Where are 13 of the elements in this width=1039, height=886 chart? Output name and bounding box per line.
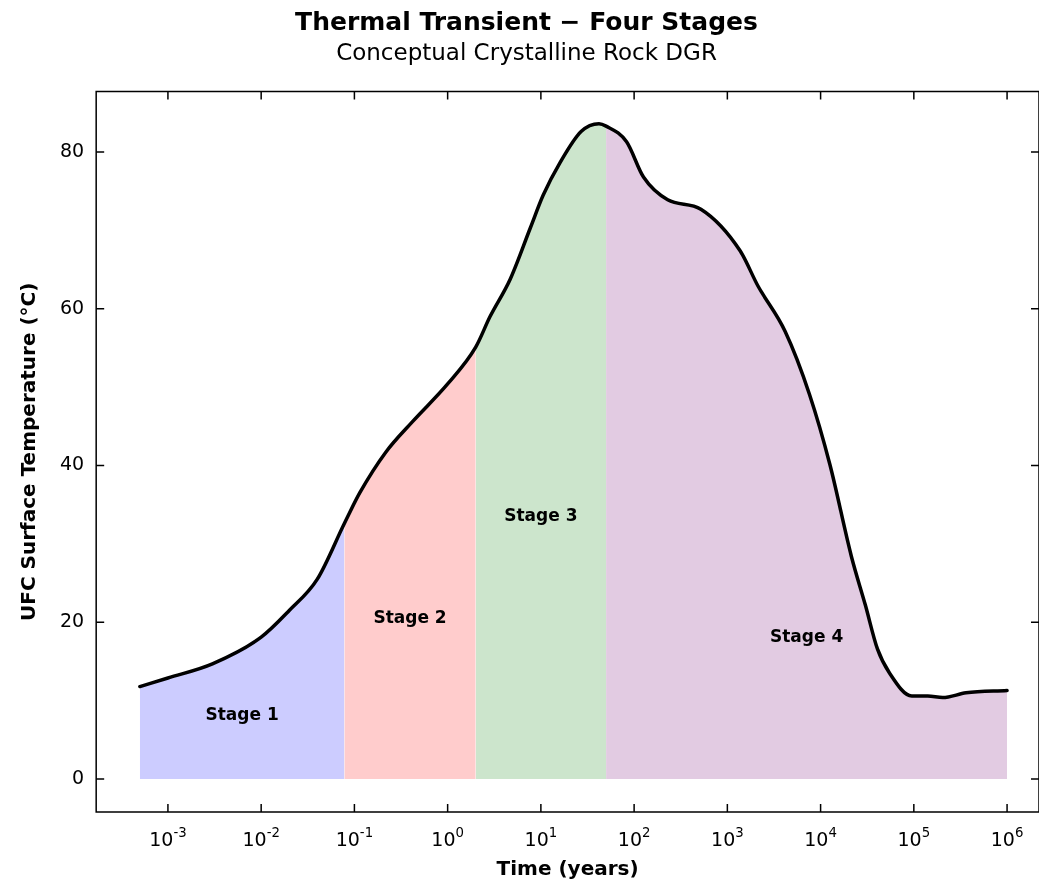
chart-title: Thermal Transient − Four Stages: [295, 6, 758, 36]
y-tick-label: 20: [59, 609, 85, 632]
series-label: Stage 4: [769, 626, 844, 647]
y-tick-label: 60: [59, 295, 85, 318]
series-label: Stage 3: [504, 504, 578, 525]
x-axis-title: Time (years): [496, 856, 639, 881]
series-label: Stage 2: [373, 606, 447, 627]
y-tick-label: 80: [59, 138, 85, 161]
series-label: Stage 1: [205, 703, 279, 724]
y-axis-title: UFC Surface Temperature (°C): [16, 282, 41, 622]
chart-subtitle: Conceptual Crystalline Rock DGR: [336, 38, 717, 65]
y-tick-label: 0: [72, 766, 85, 789]
y-tick-label: 40: [59, 452, 85, 475]
